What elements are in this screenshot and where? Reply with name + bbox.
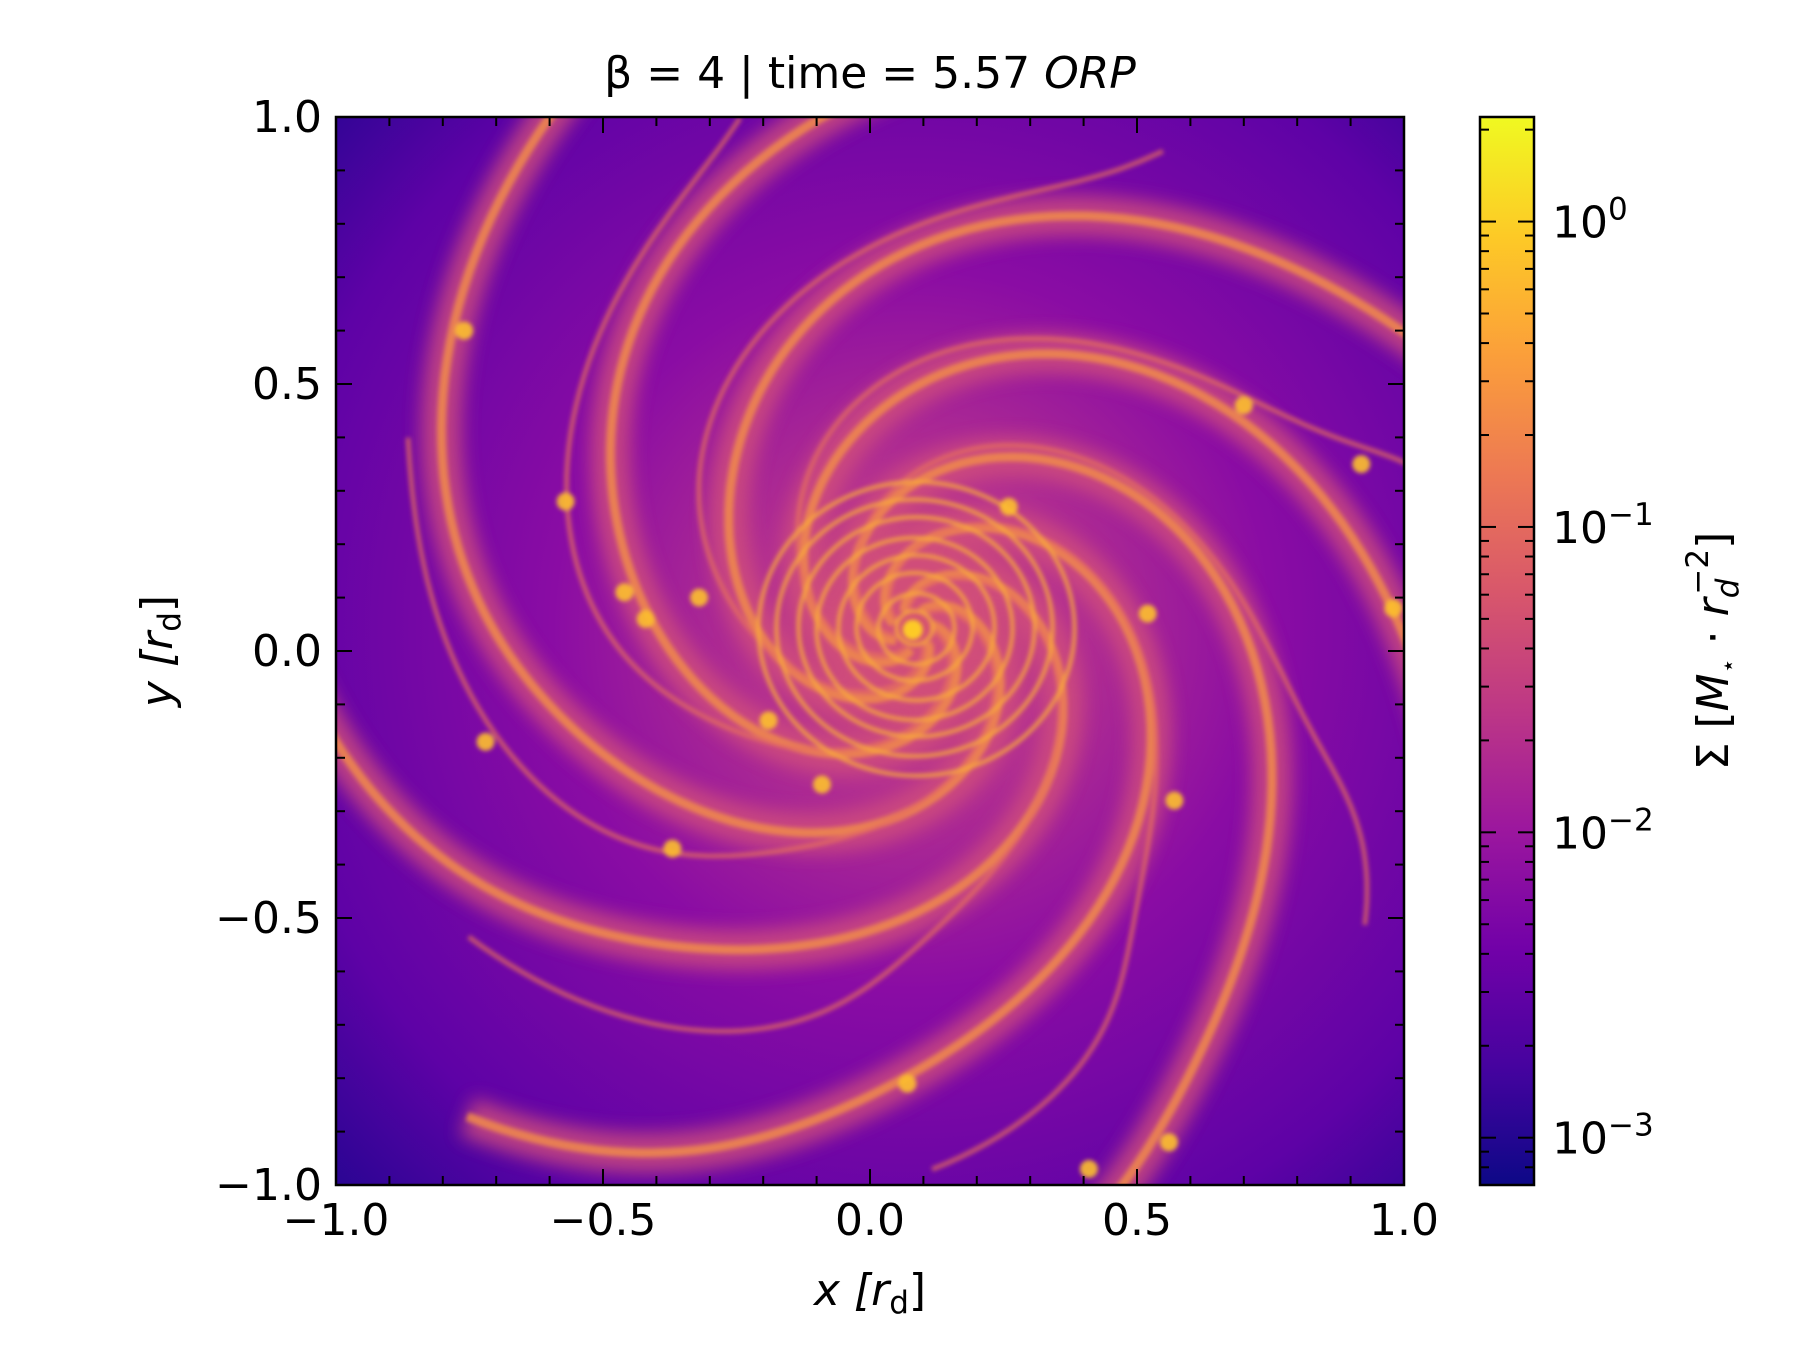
spiral-filament xyxy=(794,336,1404,658)
core-ring xyxy=(894,609,935,647)
dense-clump xyxy=(1165,791,1184,810)
core-ring xyxy=(836,553,997,703)
y-tick-label: 1.0 xyxy=(252,92,322,143)
core-ring xyxy=(854,570,975,683)
colorbar-tick-label: 10−1 xyxy=(1552,497,1654,554)
spiral-arm xyxy=(436,117,1005,838)
spiral-arm xyxy=(465,522,1156,1158)
dense-clump xyxy=(476,732,495,751)
dense-clump xyxy=(1234,396,1253,415)
dense-clump xyxy=(690,588,709,607)
dense-clump xyxy=(1384,599,1403,618)
spiral-arm xyxy=(799,349,1404,668)
colorbar-tick-label: 100 xyxy=(1552,192,1628,249)
colorbar-tick-label: 10−3 xyxy=(1552,1108,1654,1165)
colorbar-tick-label: 10−2 xyxy=(1552,802,1654,859)
spiral-filament xyxy=(886,522,1159,1172)
dense-clump xyxy=(1138,604,1157,623)
dense-clump xyxy=(999,497,1018,516)
colorbar: 10−3 10−2 10−1 100 xyxy=(1478,115,1654,1187)
dense-clump xyxy=(812,775,831,794)
core-ring xyxy=(774,497,1055,759)
spiral-filament xyxy=(696,148,1165,695)
colorbar-label: Σ [M⋆ · rd−2] xyxy=(1680,532,1746,771)
y-tick-label: −1.0 xyxy=(215,1160,322,1211)
y-axis-label: y [rd] xyxy=(132,595,188,709)
plot-ticks: −1.0 −0.5 0.0 0.5 1.0 −1.0 −0.5 0.0 0.5 1.0 xyxy=(215,92,1439,1246)
chart-title: β = 4 | time = 5.57 ORP xyxy=(604,48,1136,99)
core-ring xyxy=(814,535,1015,722)
colorbar-ticks: 10−3 10−2 10−1 100 xyxy=(1480,128,1654,1186)
x-tick-label: −0.5 xyxy=(550,1195,657,1246)
colorbar-gradient xyxy=(1480,117,1534,1185)
y-tick-label: 0.5 xyxy=(252,359,322,410)
x-tick-label: 0.0 xyxy=(835,1195,905,1246)
arm-group xyxy=(336,117,1404,1185)
plot-area: −1.0 −0.5 0.0 0.5 1.0 −1.0 −0.5 0.0 0.5 1.0 xyxy=(215,92,1439,1246)
dense-clump xyxy=(1352,455,1371,474)
core-center xyxy=(902,619,923,640)
spiral-filament xyxy=(853,442,1370,926)
spiral-arm xyxy=(848,452,1277,1185)
x-tick-label: −1.0 xyxy=(283,1195,390,1246)
dense-clump xyxy=(898,1074,917,1093)
dense-clump xyxy=(615,583,634,602)
core-ring xyxy=(796,515,1037,739)
y-tick-label: −0.5 xyxy=(215,893,322,944)
dense-clump xyxy=(1160,1133,1179,1152)
dense-clump xyxy=(556,492,575,511)
x-axis-label: x [rd] xyxy=(812,1265,926,1321)
dense-clump xyxy=(663,839,682,858)
x-tick-label: 0.5 xyxy=(1102,1195,1172,1246)
dense-clump xyxy=(636,609,655,628)
y-tick-label: 0.0 xyxy=(252,626,322,677)
spiral-filament xyxy=(405,437,998,859)
density-field xyxy=(336,117,1404,1185)
colorbar-frame xyxy=(1478,115,1536,1187)
dense-clump xyxy=(759,711,778,730)
dense-clump xyxy=(455,321,474,340)
spiral-filament xyxy=(467,575,1064,1034)
core-ring xyxy=(756,479,1077,778)
x-tick-label: 1.0 xyxy=(1369,1195,1439,1246)
core-ring xyxy=(876,591,957,667)
dense-clump xyxy=(1079,1159,1098,1178)
